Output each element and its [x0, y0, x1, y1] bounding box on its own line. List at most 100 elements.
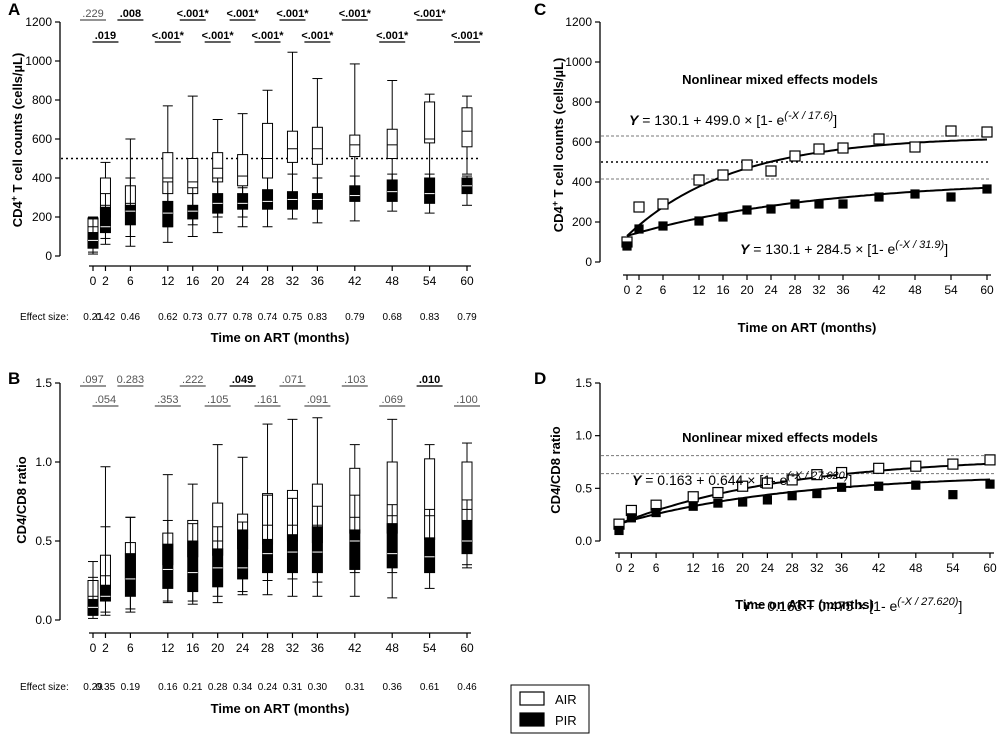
panel-title: Nonlinear mixed effects models [682, 430, 878, 445]
x-tick-label: 32 [286, 274, 300, 288]
box-body [349, 134, 361, 158]
pir-box [311, 505, 323, 597]
box-body [187, 540, 199, 593]
x-tick-label: 2 [636, 283, 643, 297]
legend-air-swatch [519, 691, 545, 706]
air-point [761, 477, 774, 489]
effect-size-value: 0.31 [345, 682, 365, 693]
y-axis-title: CD4+ T cell counts (cells/µL) [9, 53, 25, 228]
x-tick-label: 60 [980, 283, 994, 297]
eq-body: = 0.163 + 0.644 × [1- e [641, 472, 787, 488]
x-tick-label: 12 [161, 274, 175, 288]
p-value-label: <.001* [227, 8, 260, 20]
air-fit-equation: Y = 0.163 + 0.644 × [1- e(-X / 27.620)] [632, 470, 852, 488]
eq-symbol: Y [632, 472, 643, 488]
air-point [947, 458, 959, 470]
box-body [461, 519, 473, 555]
y-tick-label: 800 [572, 95, 592, 109]
pir-fit-equation: Y = 130.1 + 284.5 × [1- e(-X / 31.9)] [740, 239, 948, 257]
pir-point [718, 212, 728, 222]
eq-exponent: (-X / 31.9) [895, 239, 944, 251]
pir-point [738, 497, 748, 507]
p-value-label: <.001* [276, 8, 309, 20]
x-tick-label: 2 [102, 274, 109, 288]
pir-box [162, 519, 174, 604]
x-tick-label: 36 [836, 283, 850, 297]
pir-point [812, 489, 822, 499]
pir-box [262, 494, 274, 596]
x-tick-label: 36 [311, 274, 325, 288]
panel-letter: C [534, 0, 546, 19]
air-box [349, 63, 361, 191]
pir-point [762, 495, 773, 505]
x-tick-label: 2 [102, 641, 109, 655]
effect-size-value: 0.30 [308, 682, 328, 693]
y-tick-label: 1.5 [35, 376, 52, 390]
y-tick-label: 600 [572, 135, 592, 149]
air-fit-equation: Y = 130.1 + 499.0 × [1- e(-X / 17.6)] [629, 110, 837, 128]
p-value-label: <.001* [177, 8, 210, 20]
effect-size-label: Effect size: [20, 682, 69, 693]
box-body [124, 553, 136, 597]
pir-point [614, 525, 624, 536]
effect-size-value: 0.46 [457, 682, 477, 693]
pir-box [461, 499, 473, 569]
effect-size-value: 0.68 [382, 312, 402, 323]
pir-point [838, 199, 848, 209]
x-tick-label: 32 [810, 561, 824, 575]
pir-point [946, 192, 956, 202]
x-tick-label: 24 [761, 561, 775, 575]
y-tick-label: 1200 [25, 15, 52, 29]
air-fit-curve [618, 462, 991, 525]
p-value-label: .010 [419, 374, 440, 386]
y-tick-label: 1000 [25, 54, 52, 68]
box-body [162, 200, 174, 228]
air-point [786, 474, 798, 486]
pir-point [634, 224, 644, 234]
y-tick-label: 1.5 [575, 376, 592, 390]
p-value-label: <.001* [451, 30, 484, 42]
effect-size-value: 0.24 [258, 682, 278, 693]
air-point [693, 174, 705, 186]
pir-box [124, 516, 136, 613]
pir-box [286, 173, 298, 220]
x-tick-label: 48 [386, 274, 400, 288]
eq-symbol: Y [629, 112, 640, 128]
box-body [124, 204, 136, 226]
pir-point [688, 501, 698, 511]
x-tick-label: 48 [386, 641, 400, 655]
y-title-rest: T cell counts (cells/µL) [10, 53, 25, 196]
box-body [424, 177, 436, 204]
air-fit-curve [626, 138, 988, 237]
x-tick-label: 28 [788, 283, 802, 297]
x-tick-label: 16 [186, 274, 200, 288]
x-tick-label: 6 [660, 283, 667, 297]
air-point [837, 142, 849, 154]
pir-point [626, 513, 636, 523]
air-point [811, 469, 823, 481]
pir-fit-curve [626, 186, 988, 237]
pir-point [790, 199, 800, 209]
x-tick-label: 48 [908, 283, 922, 297]
x-tick-label: 60 [983, 561, 997, 575]
pir-box [262, 177, 274, 228]
effect-size-value: 0.46 [121, 312, 141, 323]
box-body [286, 130, 298, 163]
x-tick-label: 28 [785, 561, 799, 575]
air-box [424, 93, 436, 179]
x-tick-label: 54 [946, 561, 960, 575]
pir-box [349, 175, 361, 222]
p-value-label: .100 [456, 394, 477, 406]
pir-box [124, 177, 136, 247]
y-title-sup: + [550, 201, 560, 206]
air-point [873, 462, 885, 474]
legend: AIR PIR [510, 684, 590, 734]
p-value-label: .049 [232, 374, 253, 386]
pir-point [766, 204, 776, 214]
box-body [237, 529, 249, 580]
box-body [311, 193, 323, 210]
y-axis-title: CD4/CD8 ratio [14, 456, 29, 543]
air-point [712, 486, 724, 499]
p-value-label: .105 [207, 394, 228, 406]
